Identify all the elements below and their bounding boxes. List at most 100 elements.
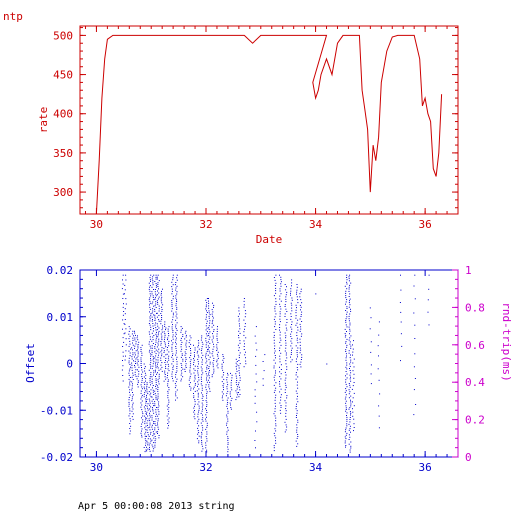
offset-sample-point xyxy=(156,276,158,278)
offset-sample-point xyxy=(285,424,287,426)
offset-sample-point xyxy=(300,299,302,301)
offset-sample-point xyxy=(194,369,196,371)
offset-sample-point xyxy=(129,413,131,415)
offset-sample-point xyxy=(346,355,347,357)
offset-sample-point xyxy=(135,334,136,336)
offset-sample-point xyxy=(200,422,202,424)
offset-sample-point xyxy=(137,380,139,382)
offset-sample-point xyxy=(160,364,162,366)
offset-sample-point xyxy=(206,381,208,383)
offset-sample-point xyxy=(168,410,170,412)
offset-sample-point xyxy=(346,316,348,318)
offset-sample-point xyxy=(353,366,355,368)
offset-sample-point xyxy=(378,405,380,407)
offset-sample-point xyxy=(275,370,276,372)
offset-sample-point xyxy=(296,286,298,288)
offset-sample-point xyxy=(164,334,166,336)
offset-sample-point xyxy=(161,329,163,331)
offset-sample-point xyxy=(149,300,151,302)
offset-sample-point xyxy=(345,383,347,385)
offset-sample-point xyxy=(185,342,187,344)
offset-sample-point xyxy=(172,284,174,286)
offset-sample-point xyxy=(157,407,159,409)
offset-sample-point xyxy=(140,398,142,400)
offset-sample-point xyxy=(221,363,223,365)
offset-sample-point xyxy=(280,339,282,341)
offset-sample-point xyxy=(285,344,287,346)
offset-sample-point xyxy=(153,361,155,363)
offset-sample-point xyxy=(190,343,192,345)
offset-sample-point xyxy=(122,306,124,308)
offset-sample-point xyxy=(140,359,142,361)
offset-sample-point xyxy=(176,279,178,281)
offset-sample-point xyxy=(285,412,287,414)
offset-sample-point xyxy=(254,402,256,404)
offset-sample-point xyxy=(180,346,182,348)
offset-sample-point xyxy=(301,302,303,304)
offset-sample-point xyxy=(346,412,348,414)
offset-sample-point xyxy=(144,415,146,417)
offset-sample-point xyxy=(135,363,136,364)
offset-sample-point xyxy=(146,391,148,393)
offset-sample-point xyxy=(350,441,352,443)
offset-sample-point xyxy=(176,277,178,279)
offset-sample-point xyxy=(149,306,151,308)
offset-sample-point xyxy=(189,369,191,371)
offset-sample-point xyxy=(153,299,155,301)
offset-sample-point xyxy=(285,415,287,417)
offset-sample-point xyxy=(125,298,127,300)
offset-sample-point xyxy=(345,371,347,372)
offset-sample-point xyxy=(155,418,157,420)
offset-sample-point xyxy=(273,295,275,297)
offset-sample-point xyxy=(185,344,187,346)
offset-sample-point xyxy=(286,286,287,288)
offset-sample-point xyxy=(290,326,292,328)
offset-sample-point xyxy=(211,376,213,378)
offset-sample-point xyxy=(151,340,153,342)
offset-sample-point xyxy=(155,363,156,365)
offset-sample-point xyxy=(157,303,159,305)
offset-sample-point xyxy=(238,372,240,374)
offset-sample-point xyxy=(378,427,380,429)
offset-sample-point xyxy=(280,308,282,310)
offset-sample-point xyxy=(137,364,139,366)
offset-sample-point xyxy=(345,366,347,368)
offset-sample-point xyxy=(149,279,151,281)
offset-sample-point xyxy=(238,392,239,393)
offset-sample-point xyxy=(160,357,162,359)
offset-sample-point xyxy=(168,417,170,419)
offset-sample-point xyxy=(137,345,139,347)
offset-sample-point xyxy=(290,354,292,355)
offset-sample-point xyxy=(171,350,173,352)
offset-sample-point xyxy=(156,316,158,318)
offset-sample-point xyxy=(348,397,350,399)
offset-sample-point xyxy=(206,412,208,413)
offset-sample-point xyxy=(181,341,183,343)
offset-sample-point xyxy=(135,375,137,377)
offset-sample-point xyxy=(205,428,207,430)
offset-sample-point xyxy=(149,324,151,326)
offset-sample-point xyxy=(238,370,240,372)
offset-sample-point xyxy=(141,423,143,425)
offset-sample-point xyxy=(197,385,198,387)
offset-sample-point xyxy=(227,443,229,445)
offset-sample-point xyxy=(134,354,136,356)
offset-sample-point xyxy=(172,336,174,338)
offset-sample-point xyxy=(231,377,233,379)
offset-sample-point xyxy=(129,368,131,370)
offset-sample-point xyxy=(158,308,160,310)
offset-sample-point xyxy=(150,392,152,394)
offset-sample-point xyxy=(175,341,176,343)
offset-sample-point xyxy=(348,350,350,352)
offset-sample-point xyxy=(275,387,277,389)
offset-sample-point xyxy=(349,384,351,386)
offset-sample-point xyxy=(137,353,139,355)
offset-sample-point xyxy=(345,318,347,320)
offset-sample-point xyxy=(153,314,155,316)
offset-sample-point xyxy=(141,367,142,368)
offset-sample-point xyxy=(176,361,178,363)
offset-sample-point xyxy=(129,418,131,420)
offset-sample-point xyxy=(345,375,346,377)
offset-sample-point xyxy=(151,320,153,322)
offset-sample-point xyxy=(238,386,240,388)
